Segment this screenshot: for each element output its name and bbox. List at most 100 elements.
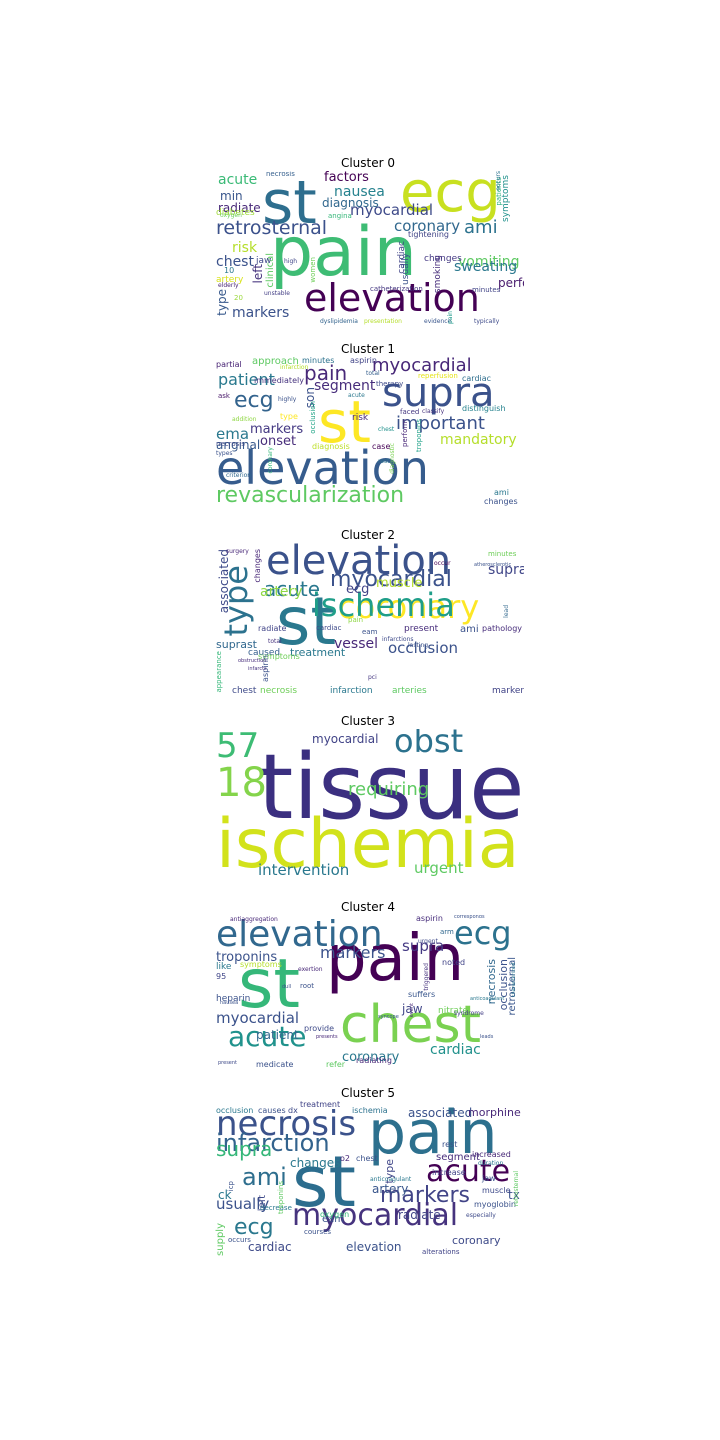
word-acute: acute [218,172,258,188]
word-chest: chest [232,686,257,696]
word-corresponds: corresponds [454,915,485,920]
word-nausea: nausea [220,1000,239,1006]
word-alterations: alterations [422,1248,460,1256]
word-diagnosis: diagnosis [312,442,350,451]
word-markers: markers [250,422,304,437]
word-st: st [276,583,337,660]
word-infarcts: infarcts [248,666,267,672]
word-usually: usually [216,1195,270,1213]
word-typically: typically [474,318,500,325]
word-dull: dull [282,984,292,990]
word-necrosis: necrosis [216,1104,357,1144]
word-acute: acute [228,1020,307,1053]
word-artery: artery [260,584,303,600]
word-supra: supra [216,1137,273,1161]
word-minutes: minutes [488,550,517,558]
word-patient: patient [218,370,275,389]
word-patient: patient [256,1028,299,1042]
word-reperfusion: reperfusion [418,372,458,380]
word-chest: chest [340,995,482,1055]
cluster-3-wordcloud: tissue ischemia 57 18 obst requiring intervent… [212,729,524,889]
word-radiate: radiate [218,201,261,215]
word-segment: segment [314,378,376,394]
word-muscle: muscle [482,1186,511,1195]
word-infarctions: infarctions [382,636,414,643]
word-urgent: urgent [418,938,438,945]
word-especially: especially [466,1212,496,1219]
word-myocardial: myocardial [312,732,379,746]
word-usually: usually [401,253,411,285]
word-coronary: coronary [342,1050,400,1065]
word-increase: increase [432,1168,466,1177]
cluster-5-wordcloud: pain st necrosis myocardial infarction acute m… [212,1101,524,1261]
word-rest: rest [378,458,390,465]
word-factors: factors [324,171,369,185]
word-ecg: ecg [234,388,274,413]
word-leads: leads [480,1034,494,1040]
word-surgery: surgery [226,548,249,555]
cluster-2-wordcloud: elevation st coronary ischemia type myocardia… [212,543,524,703]
word-st: st [238,945,301,1024]
word-ami: ami [460,624,479,635]
word-infarction: infarction [280,364,309,371]
word-acute: acute [348,392,365,399]
word-appearance: appearance [215,651,223,693]
word-exertion: exertion [298,966,323,973]
word-markers: markers [232,305,290,321]
word-myoglobin: myoglobin [474,1200,516,1209]
word-triggered: triggered [423,963,430,991]
word-anticoagulant: anticoagulant [470,996,505,1002]
word-troponins: troponins [415,419,423,452]
word-dx: dx [288,1106,298,1115]
word-classify: classify [422,408,445,415]
word-treatment: treatment [290,646,346,659]
word-nitrate: nitrate [438,1006,469,1016]
cluster-0-wordcloud: pain st ecg elevation retrosternal myocardial… [212,171,524,331]
word-cardiac: cardiac [430,1042,481,1058]
word-rest: rest [442,1140,458,1149]
word-markers: markers [380,1183,470,1208]
word-myocardial: myocardial [330,567,452,592]
word-occlusion: occlusion [388,639,459,657]
word-associated: associated [408,1106,473,1120]
word-perform: perform [401,419,409,447]
word-occur: occur [434,560,451,567]
word-urgent: urgent [414,859,464,877]
word-acute: acute [264,577,321,601]
word-obst: obst [394,729,464,760]
word-associated: associated [217,549,231,614]
word-angina: angina [328,212,352,220]
word-criterion: criterion [226,472,252,479]
word-elevation: elevation [304,276,480,320]
word-type: type [215,289,229,316]
word-ami: ami [494,488,509,497]
word-segment: segment [436,1152,480,1163]
word-types: types [216,450,233,457]
word-infarction: infarction [216,1129,330,1157]
word-therapy: therapy [376,380,404,388]
cluster-0-title: Cluster 0 [340,156,396,170]
word-radiate: radiate [258,624,287,633]
word-diagnosis: diagnosis [322,196,379,210]
word-troponins: troponins [216,950,278,965]
word-dyslipidemia: dyslipidemia [320,318,358,325]
word-occlusion: occlusion [216,1106,254,1115]
word-anginal: anginal [216,438,261,452]
word-refer: refer [326,1060,346,1069]
word-artery: artery [216,275,244,285]
word-eam: eam [322,1214,345,1225]
word-jaw: jaw [402,1002,423,1016]
word-occlusion: occlusion [497,959,510,1011]
word-tightening: tightening [408,230,450,239]
word-partial: partial [216,360,242,369]
word-changes: changes [253,549,262,583]
word-myocardial: myocardial [292,1198,459,1233]
word-20: 20 [234,294,243,302]
word-supra: supra [382,370,495,416]
word-57: 57 [216,729,260,766]
word-presents: presents [316,1034,338,1040]
word-ecg: ecg [400,171,501,225]
word-supra: supra [488,562,524,578]
word-elevation: elevation [346,1240,402,1254]
word-antiaggregation: antiaggregation [230,916,278,923]
